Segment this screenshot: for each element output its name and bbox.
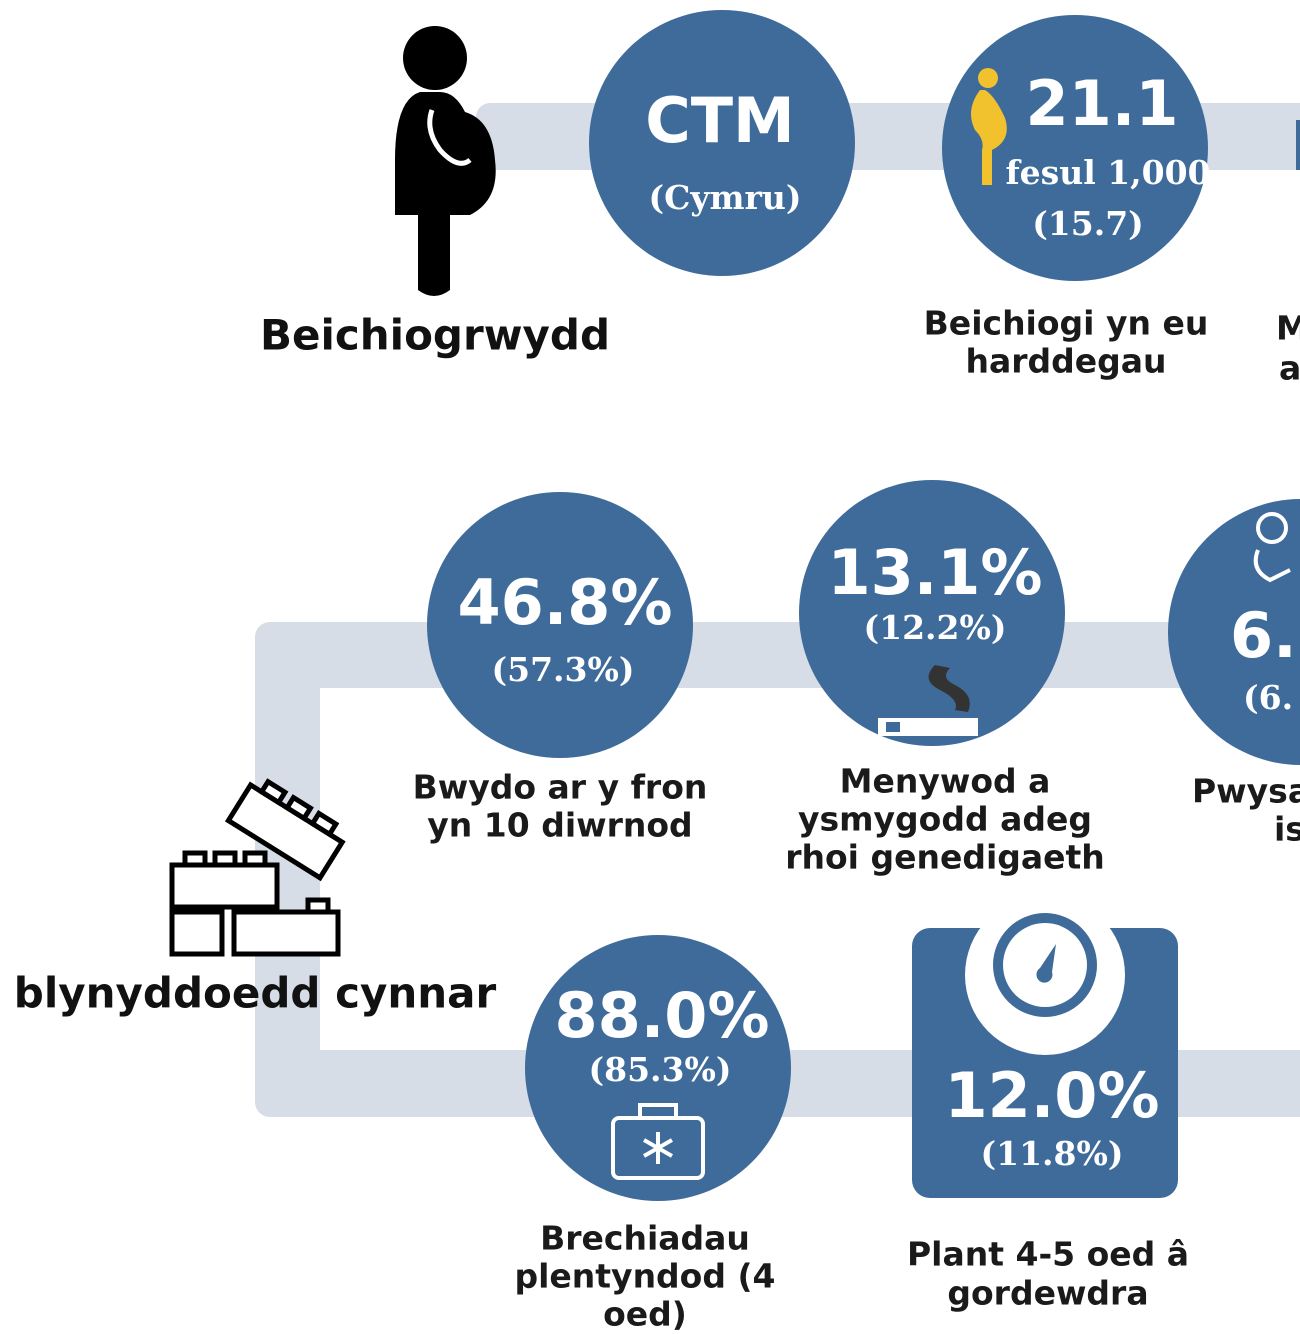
stat-value: 13.1% [827, 536, 1042, 609]
caption: Bwydo ar y fron [413, 768, 708, 807]
header-sublabel: (Cymru) [649, 178, 802, 217]
stat-comparison: (57.3%) [492, 650, 635, 689]
stat-circle-edge [1296, 120, 1300, 170]
caption: oed) [603, 1295, 687, 1334]
caption: ysmygodd adeg [798, 800, 1092, 839]
caption: yn 10 diwrnod [427, 806, 692, 845]
stat-value: 46.8% [457, 566, 672, 639]
stat-comparison: (85.3%) [589, 1050, 732, 1089]
stat-value: 88.0% [554, 979, 769, 1052]
blocks-icon [169, 778, 346, 957]
caption: Pwysa [1192, 772, 1300, 811]
medkit-icon [611, 1103, 705, 1180]
caption: harddegau [965, 342, 1166, 381]
stat-unit: fesul 1,000 [1005, 153, 1210, 192]
caption: gordewdra [947, 1274, 1148, 1313]
teen-icon [971, 68, 1007, 185]
stat-circle [1168, 499, 1300, 765]
caption: a [1279, 349, 1300, 388]
stat-circle [525, 935, 791, 1201]
scale-icon [965, 895, 1125, 1055]
cigarette-icon [878, 665, 978, 736]
caption: plentyndod (4 [514, 1257, 775, 1296]
caption: Menywod a [840, 762, 1051, 801]
caption: Brechiadau [540, 1219, 750, 1258]
stat-comparison: (11.8%) [981, 1134, 1124, 1173]
section-title: blynyddoedd cynnar [14, 969, 497, 1018]
stat-circle [942, 15, 1208, 281]
header-circle [589, 10, 855, 276]
header-label: CTM [645, 84, 795, 157]
pregnant-icon [395, 26, 496, 296]
caption: is [1274, 810, 1300, 849]
stat-value: 12.0% [944, 1059, 1159, 1132]
stat-circle [427, 492, 693, 758]
caption: Plant 4-5 oed â [907, 1235, 1189, 1274]
stat-circle [799, 480, 1065, 746]
caption: M [1276, 309, 1300, 348]
stat-value: 6. [1230, 599, 1297, 672]
caption: rhoi genedigaeth [785, 838, 1105, 877]
caption: Beichiogi yn eu [924, 304, 1209, 343]
stat-comparison: (6. [1243, 678, 1293, 717]
stat-value: 21.1 [1026, 67, 1179, 140]
stat-comparison: (15.7) [1032, 204, 1144, 243]
baby-icon [1253, 512, 1291, 583]
section-title: Beichiogrwydd [260, 311, 610, 360]
stat-comparison: (12.2%) [864, 608, 1007, 647]
